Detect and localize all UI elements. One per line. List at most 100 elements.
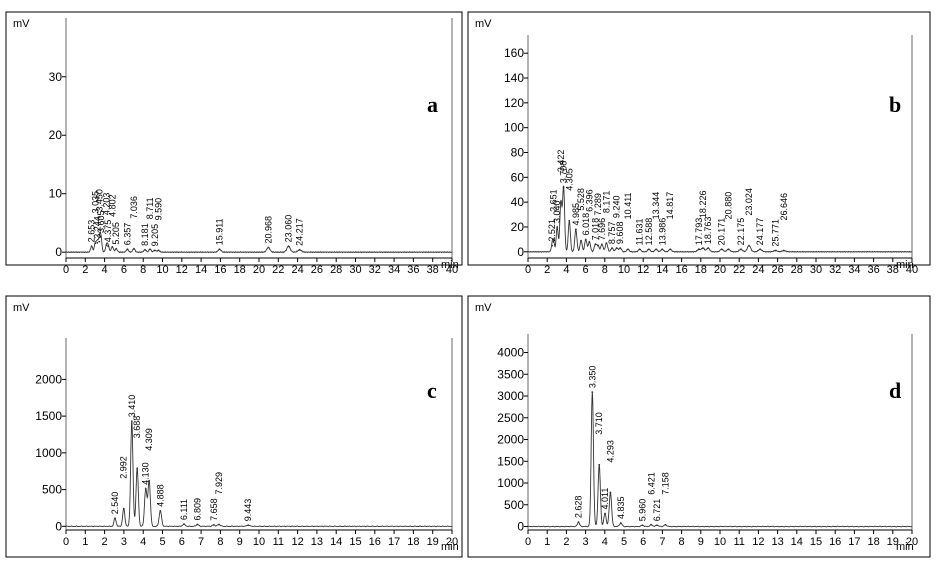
chart-d-peak-point [591, 391, 594, 394]
chart-b-peak-point [605, 242, 608, 245]
chart-b-x-tick-label: 0 [525, 264, 531, 276]
chart-b-peak-point [556, 226, 559, 228]
chart-a-peak-point [132, 247, 135, 250]
chart-a-peak-point [107, 245, 110, 248]
chart-c-peak-label: 6.809 [192, 498, 202, 521]
chart-c-peak-point [159, 509, 162, 512]
chart-c-peak-label: 3.688 [132, 416, 142, 439]
chart-a-peak-label: 4.802 [107, 194, 117, 217]
chart-b-y-tick-label: 140 [504, 71, 524, 85]
chart-b-peak-point [594, 243, 597, 246]
chart-a-peak-label: 3.244 [92, 216, 102, 239]
chart-a-peak-label: 3.605 [96, 210, 106, 233]
chart-b-x-tick-label: 16 [675, 264, 687, 276]
chart-d-peak-label: 6.721 [652, 499, 662, 522]
chart-c-peak-point [144, 487, 147, 490]
chart-a-x-tick-label: 28 [330, 264, 342, 276]
chart-c-x-tick-label: 14 [330, 536, 342, 548]
chart-a-y-tick-label: 0 [55, 245, 62, 259]
chart-b-peak-point [748, 244, 750, 247]
chart-b-peak-label: 9.240 [612, 196, 622, 219]
chart-a-peak-label: 7.036 [129, 196, 139, 219]
chart-c-x-tick-label: 3 [121, 536, 127, 548]
chart-d-x-tick-label: 1 [544, 536, 550, 548]
chart-a-peak-label: 9.590 [154, 198, 164, 221]
chart-b-x-tick-label: 20 [714, 264, 726, 276]
chart-a-x-tick-label: 32 [369, 264, 381, 276]
chart-b-peak-point [568, 219, 571, 222]
chart-b-peak-label: 4.985 [571, 203, 581, 226]
chart-d-plot-border [527, 334, 913, 530]
chart-b-y-axis-label: mV [475, 18, 492, 30]
chart-a-x-tick-label: 14 [195, 264, 207, 276]
chart-a-peak-point [298, 248, 301, 251]
chart-c-peak-point [196, 523, 199, 526]
chart-b-plot-border [527, 35, 913, 258]
chart-a-x-tick-label: 38 [427, 264, 439, 276]
chart-d-peak-label: 2.628 [573, 496, 583, 519]
chart-b-x-tick-label: 14 [656, 264, 668, 276]
chart-c-x-tick-label: 9 [237, 536, 243, 548]
chart-b-peak-label: 13.344 [651, 192, 661, 220]
chart-d-x-tick-label: 4 [602, 536, 608, 548]
chart-c-peak-label: 4.309 [144, 428, 154, 451]
chart-d-y-tick-label: 2000 [497, 433, 524, 447]
chart-b-peak-label: 14.817 [665, 192, 675, 220]
chart-d-peak-point [604, 512, 606, 515]
chart-d-peak-label: 3.350 [587, 366, 597, 389]
chart-a-plot-border [65, 18, 453, 258]
chart-b-x-tick-label: 24 [752, 264, 764, 276]
chart-a-frame [5, 11, 463, 266]
chart-a-peak-label: 24.217 [295, 218, 305, 246]
chart-c-peak-label: 6.111 [179, 499, 189, 520]
chart-b-peak-point [619, 247, 622, 249]
chart-d-x-tick-label: 9 [698, 536, 704, 548]
chart-a-y-tick-label: 30 [49, 70, 63, 84]
chart-b-peak-point [647, 248, 650, 251]
chart-c-x-axis-label: min [441, 541, 459, 553]
chart-b-peak-label: 11.631 [635, 218, 645, 245]
chart-d-x-tick-label: 8 [679, 536, 685, 548]
chart-b-x-tick-label: 40 [906, 264, 918, 276]
chart-d-x-tick-label: 19 [887, 536, 899, 548]
chart-b-peak-point [774, 249, 777, 252]
chart-b-peak-label: 8.171 [601, 191, 611, 214]
chart-c-y-tick-label: 0 [55, 519, 62, 533]
chart-b-x-tick-label: 26 [771, 264, 783, 276]
chart-a-peak-point [99, 236, 102, 238]
chart-b-peak-label: 2.651 [548, 189, 558, 212]
chart-c-x-tick-label: 20 [446, 536, 458, 548]
chart-b-panel-letter: b [889, 92, 901, 117]
chart-b-peak-label: 23.024 [744, 188, 754, 216]
chart-a-peak-point [287, 245, 290, 248]
chart-d-peak-label: 6.421 [646, 472, 656, 495]
chart-d-y-tick-label: 1000 [497, 476, 524, 490]
chart-c-x-tick-label: 8 [217, 536, 223, 548]
chart-a-x-tick-label: 0 [63, 264, 69, 276]
chart-a-peak-point [96, 241, 99, 244]
chart-b-y-tick-label: 100 [504, 121, 524, 135]
chart-a-peak-point [267, 246, 270, 249]
chart-b-peak-label: 6.396 [584, 189, 594, 212]
chart-d-x-tick-label: 15 [810, 536, 822, 548]
chart-c-y-tick-label: 1000 [35, 446, 62, 460]
chart-c-x-tick-label: 15 [349, 536, 361, 548]
chart-b-peak-point [707, 247, 710, 249]
chart-b-x-tick-label: 18 [695, 264, 707, 276]
chart-b-x-tick-label: 12 [637, 264, 649, 276]
chart-a-peak-point [144, 248, 146, 251]
chart-b-peak-label: 25.771 [770, 219, 780, 247]
chart-b-x-tick-label: 38 [887, 264, 899, 276]
chart-d-peak-point [641, 524, 644, 527]
chart-a-y-axis-label: mV [13, 18, 30, 30]
chart-b-peak-label: 2.521 [547, 219, 557, 242]
chart-c-y-tick-label: 1500 [35, 409, 62, 423]
chart-a-x-tick-label: 16 [214, 264, 226, 276]
chart-a-x-tick-label: 40 [446, 264, 458, 276]
chart-b-x-tick-label: 8 [602, 264, 608, 276]
chart-a-peak-label: 15.911 [215, 218, 225, 245]
chart-a-x-tick-label: 10 [156, 264, 168, 276]
chart-b-peak-point [655, 248, 658, 251]
chart-c-x-tick-label: 12 [291, 536, 303, 548]
chart-c-peak-label: 2.992 [119, 456, 129, 479]
